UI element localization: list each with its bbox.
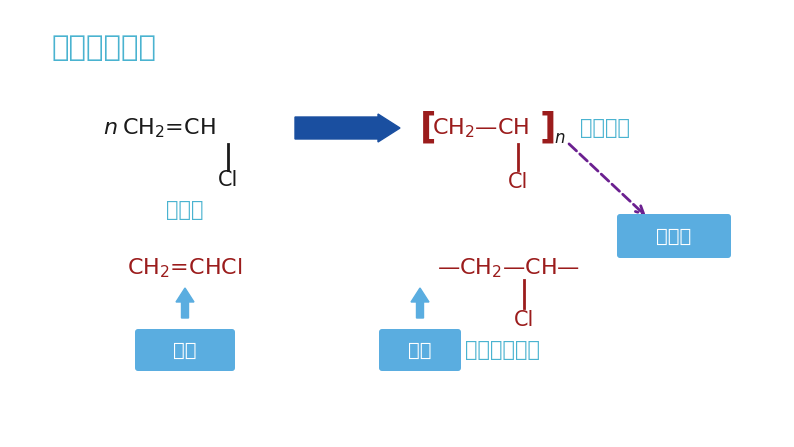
FancyBboxPatch shape <box>379 329 461 371</box>
FancyArrow shape <box>176 288 194 318</box>
FancyBboxPatch shape <box>135 329 235 371</box>
Text: 氯乙烯: 氯乙烯 <box>166 200 204 220</box>
Text: $n$: $n$ <box>103 118 118 138</box>
FancyArrow shape <box>295 114 400 142</box>
FancyBboxPatch shape <box>617 214 731 258</box>
Text: 一、加聚反应: 一、加聚反应 <box>52 34 157 62</box>
Text: CH$_2$—CH: CH$_2$—CH <box>432 116 530 140</box>
Text: —CH$_2$—CH—: —CH$_2$—CH— <box>437 256 580 280</box>
FancyArrow shape <box>411 288 429 318</box>
Text: $n$: $n$ <box>554 129 565 147</box>
Text: CH$_2$=CHCl: CH$_2$=CHCl <box>127 256 243 280</box>
Text: [: [ <box>420 111 437 145</box>
Text: CH$_2$=CH: CH$_2$=CH <box>122 116 216 140</box>
Text: 链节: 链节 <box>408 341 432 359</box>
Text: Cl: Cl <box>514 310 534 330</box>
Text: 重复结构单元: 重复结构单元 <box>465 340 540 360</box>
Text: Cl: Cl <box>218 170 238 190</box>
Text: ]: ] <box>540 111 557 145</box>
Text: 聚氯乙烯: 聚氯乙烯 <box>580 118 630 138</box>
Text: 单体: 单体 <box>173 341 197 359</box>
Text: 聚合度: 聚合度 <box>657 227 692 245</box>
Text: Cl: Cl <box>508 172 528 192</box>
